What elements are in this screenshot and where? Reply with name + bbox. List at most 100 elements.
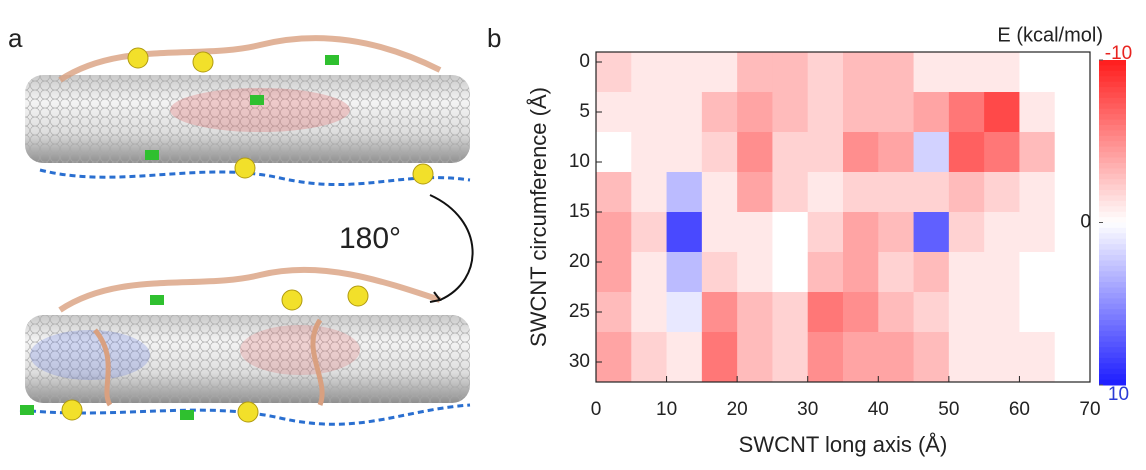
colorbar-segment	[1099, 98, 1126, 104]
heat-cell	[843, 332, 879, 383]
heat-cell	[772, 252, 808, 293]
colorbar-segment	[1099, 217, 1126, 223]
colorbar-segment	[1099, 141, 1126, 147]
heat-cell	[843, 172, 879, 213]
colorbar-segment	[1099, 293, 1126, 299]
heat-cell	[808, 92, 844, 133]
heat-cell	[702, 212, 738, 253]
heat-cell	[914, 132, 950, 173]
heat-cell	[1055, 332, 1091, 383]
colorbar-segment	[1099, 298, 1126, 304]
colorbar-segment	[1099, 87, 1126, 93]
heat-cell	[667, 132, 703, 173]
colorbar-segment	[1099, 114, 1126, 120]
colorbar-tick-label: 0	[1080, 212, 1091, 233]
colorbar-segment	[1099, 174, 1126, 180]
colorbar-segment	[1099, 304, 1126, 310]
heat-cell	[808, 252, 844, 293]
x-tick-label: 20	[727, 399, 748, 420]
heat-cell	[949, 332, 985, 383]
colorbar-segment	[1099, 93, 1126, 99]
heat-cell	[772, 172, 808, 213]
heat-cell	[808, 172, 844, 213]
heat-cell	[631, 292, 667, 333]
heat-cell	[1019, 52, 1055, 93]
colorbar-segment	[1099, 250, 1126, 256]
colorbar-tick-label: -10	[1105, 43, 1132, 64]
heat-cell	[737, 132, 773, 173]
heat-cell	[667, 252, 703, 293]
y-tick-label: 25	[569, 301, 590, 322]
colorbar-segment	[1099, 239, 1126, 245]
heat-cell	[914, 52, 950, 93]
heat-cell	[596, 52, 632, 93]
colorbar-segment	[1099, 244, 1126, 250]
heat-cell	[843, 292, 879, 333]
colorbar-label: E (kcal/mol)	[997, 24, 1103, 46]
colorbar-segment	[1099, 71, 1126, 77]
heat-cell	[914, 212, 950, 253]
colorbar-segment	[1099, 282, 1126, 288]
heat-cell	[914, 252, 950, 293]
heat-cell	[667, 332, 703, 383]
colorbar-tick-label: 10	[1108, 384, 1129, 405]
heat-cell	[984, 172, 1020, 213]
heat-cell	[702, 52, 738, 93]
y-tick-label: 30	[569, 351, 590, 372]
x-tick-label: 40	[868, 399, 889, 420]
colorbar-segment	[1099, 82, 1126, 88]
heat-cell	[949, 52, 985, 93]
heat-cell	[878, 52, 914, 93]
heat-cell	[878, 252, 914, 293]
colorbar-segment	[1099, 309, 1126, 315]
heat-cell	[984, 212, 1020, 253]
x-tick-label: 60	[1009, 399, 1030, 420]
heat-cell	[984, 252, 1020, 293]
heat-cell	[667, 292, 703, 333]
colorbar-segment	[1099, 271, 1126, 277]
colorbar-segment	[1099, 76, 1126, 82]
colorbar-segment	[1099, 120, 1126, 126]
heat-cell	[843, 92, 879, 133]
colorbar-segment	[1099, 168, 1126, 174]
heat-cell	[878, 212, 914, 253]
heat-cell	[808, 132, 844, 173]
colorbar-segment	[1099, 158, 1126, 164]
heat-cell	[772, 52, 808, 93]
colorbar-segment	[1099, 260, 1126, 266]
colorbar-segment	[1099, 136, 1126, 142]
figure: a b 180° 010203040506070051015202530SWCN…	[0, 0, 1146, 465]
heat-cell	[843, 212, 879, 253]
colorbar-segment	[1099, 201, 1126, 207]
heat-cell	[1019, 252, 1055, 293]
colorbar-segment	[1099, 195, 1126, 201]
y-tick-label: 0	[579, 51, 590, 72]
colorbar-segment	[1099, 331, 1126, 337]
heat-cell	[843, 252, 879, 293]
heat-cell	[808, 212, 844, 253]
heat-cell	[914, 332, 950, 383]
heat-cell	[984, 332, 1020, 383]
heat-cell	[737, 292, 773, 333]
heat-cell	[984, 132, 1020, 173]
colorbar-segment	[1099, 288, 1126, 294]
colorbar-segment	[1099, 369, 1126, 375]
heat-cell	[914, 292, 950, 333]
colorbar-segment	[1099, 358, 1126, 364]
colorbar-segment	[1099, 277, 1126, 283]
colorbar-segment	[1099, 206, 1126, 212]
heat-cell	[596, 132, 632, 173]
heat-cell	[596, 212, 632, 253]
heat-cell	[772, 92, 808, 133]
heat-cell	[631, 52, 667, 93]
heat-cell	[878, 132, 914, 173]
heat-cell	[772, 332, 808, 383]
heat-cell	[878, 292, 914, 333]
heat-cell	[914, 92, 950, 133]
heat-cell	[808, 292, 844, 333]
heat-cell	[914, 172, 950, 213]
colorbar-segment	[1099, 65, 1126, 71]
x-tick-label: 30	[797, 399, 818, 420]
heat-cell	[949, 132, 985, 173]
heat-cell	[737, 212, 773, 253]
